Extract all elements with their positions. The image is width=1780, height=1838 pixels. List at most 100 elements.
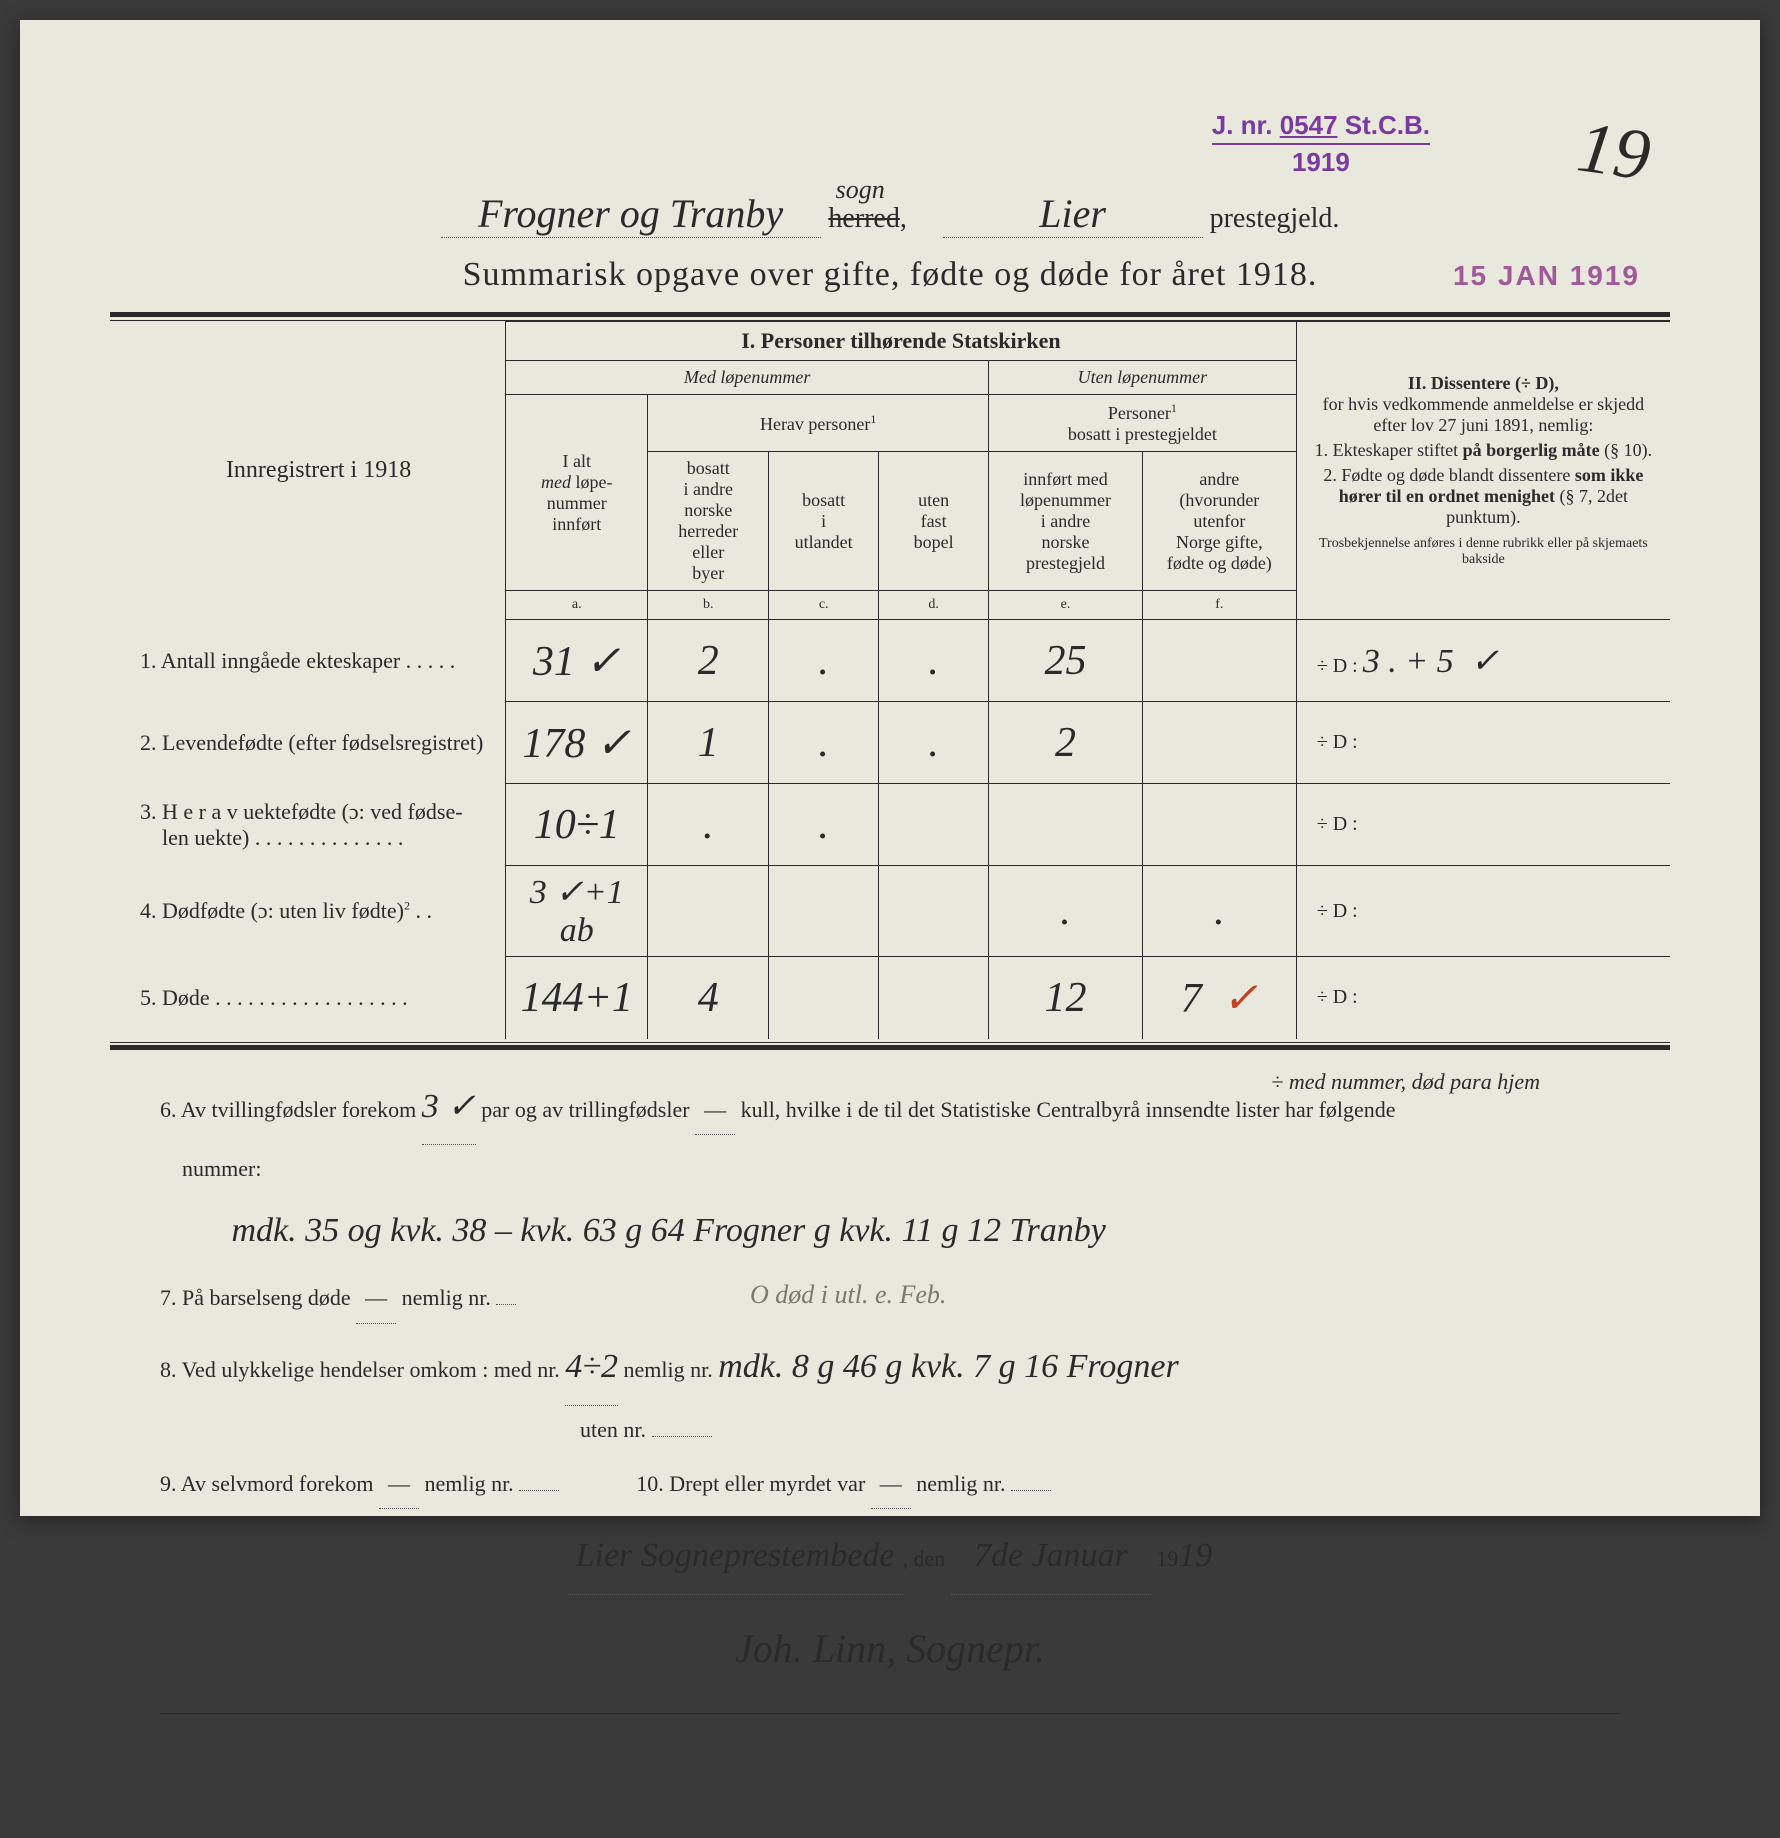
item-8-uten: uten nr. [580,1417,646,1442]
row-1-e: 25 [989,620,1143,702]
stamp-prefix: J. nr. [1212,110,1273,140]
stamp-year: 1919 [1212,143,1430,178]
row-5-g: ÷ D : [1296,957,1670,1039]
uten-lope-header: Uten løpenummer [989,361,1297,395]
col-a-header: I altmed løpe-nummerinnført [506,395,648,591]
item-6-num-label: nummer: [182,1156,261,1181]
header-line: Frogner og Tranby sogn herred, Lier pres… [110,190,1670,238]
item-8-val: 4÷2 [565,1330,618,1406]
row-3-e [989,784,1143,866]
row-4-d [879,866,989,957]
row-2-a: 178 ✓ [506,702,648,784]
sogn-label: sogn herred, [828,203,908,235]
row-4-e: . [989,866,1143,957]
item-6-annotation: ÷ med nummer, død para hjem [1271,1058,1540,1106]
row-5-label: 5. Døde . . . . . . . . . . . . . . . . … [110,957,506,1039]
signature-name-line: Joh. Linn, Sognepr. [160,1605,1620,1693]
table-row: 3. H e r a v uektefødte (ɔ: ved fødse- l… [110,784,1670,866]
table-row: 5. Døde . . . . . . . . . . . . . . . . … [110,957,1670,1039]
row-3-a: 10÷1 [506,784,648,866]
item-6-trip: — [695,1086,735,1135]
med-lope-header: Med løpenummer [506,361,989,395]
item-6-mid: par og av trillingfødsler [481,1097,689,1122]
row-5-a: 144+1 [506,957,648,1039]
row-5-d [879,957,989,1039]
item-8-annotation: O død i utl. e. Feb. [750,1266,946,1323]
row-4-b [648,866,769,957]
row-1-c: . [769,620,879,702]
row-5-b: 4 [648,957,769,1039]
item-9-val: — [379,1460,419,1509]
item-9-label: Av selvmord forekom [181,1471,374,1496]
col-d-header: utenfastbopel [879,452,989,591]
row-1-f [1142,620,1296,702]
item-10-post: nemlig nr. [916,1471,1005,1496]
row-4-g: ÷ D : [1296,866,1670,957]
parish-name-hw: Frogner og Tranby [441,190,821,238]
item-7: O død i utl. e. Feb. 7. På barselseng dø… [160,1274,1620,1323]
rule-thick [110,312,1670,317]
document-title: Summarisk opgave over gifte, fødte og dø… [110,256,1670,294]
rule-thick-2 [110,1045,1670,1050]
item-6-pre: Av tvillingfødsler forekom [181,1097,416,1122]
section-2-title: II. Dissentere (÷ D), [1408,373,1559,393]
row-3-f [1142,784,1296,866]
row-3-g: ÷ D : [1296,784,1670,866]
col-letter-a: a. [506,591,648,620]
row-1-label: 1. Antall inngåede ekteskaper . . . . . [110,620,506,702]
section-1-title: I. Personer tilhørende Statskirken [741,328,1060,353]
col-letter-f: f. [1142,591,1296,620]
rule-thin-2 [110,1042,1670,1043]
col-c-header: bosattiutlandet [769,452,879,591]
signature-date: 7de Januar [951,1519,1151,1595]
row-4-f: . [1142,866,1296,957]
col-letter-e: e. [989,591,1143,620]
col-e-header: innført medløpenummeri andrenorskepreste… [989,452,1143,591]
row-4-c [769,866,879,957]
item-7-post: nemlig nr. [402,1285,491,1310]
signature-den: den [914,1546,946,1571]
row-4-label: 4. Dødfødte (ɔ: uten liv fødte)2 . . [110,866,506,957]
signature-year-suffix: 19 [1178,1537,1212,1574]
signature-line: Lier Sogneprestembede, den 7de Januar 19… [160,1519,1620,1595]
stamp-line-1: J. nr. 0547 St.C.B. [1212,110,1430,141]
item-6: ÷ med nummer, død para hjem 6. Av tvilli… [160,1070,1620,1269]
row-4-a: 3 ✓+1 ab [506,866,648,957]
row-1-d: . [879,620,989,702]
stamp-number: 0547 [1280,110,1338,140]
signature-place: Lier Sogneprestembede [568,1519,903,1595]
signature-name: Joh. Linn, Sognepr. [735,1626,1045,1671]
document-page: J. nr. 0547 St.C.B. 1919 19 15 JAN 1919 … [20,20,1760,1516]
row-3-b: . [648,784,769,866]
dissenter-note: Trosbekjennelse anføres i denne rubrikk … [1305,536,1662,568]
col-letter-c: c. [769,591,879,620]
prestegjeld-label: prestegjeld. [1210,203,1340,234]
row-2-c: . [769,702,879,784]
dissenter-item-1: 1. Ekteskaper stiftet på borgerlig måte … [1305,440,1662,461]
footnote-2: 2Herunder medregnes i k k e de tilfelle … [160,1806,1670,1838]
dissenter-intro: for hvis vedkommende anmeldelse er skjed… [1305,394,1662,436]
table-row: 4. Dødfødte (ɔ: uten liv fødte)2 . . 3 ✓… [110,866,1670,957]
herav-header: Herav personer1 [648,395,989,452]
row-2-b: 1 [648,702,769,784]
item-6-hw: mdk. 35 og kvk. 38 – kvk. 63 g 64 Frogne… [232,1212,1106,1249]
row-2-g: ÷ D : [1296,702,1670,784]
journal-stamp: J. nr. 0547 St.C.B. 1919 [1212,110,1430,178]
page-number: 19 [1573,105,1656,197]
item-7-label: På barselseng døde [182,1285,351,1310]
footnote-rule [160,1713,1620,1714]
col-b-header: bosatti andrenorskeherrederellerbyer [648,452,769,591]
lower-section: ÷ med nummer, død para hjem 6. Av tvilli… [110,1070,1670,1694]
item-6-twins: 3 ✓ [422,1070,476,1146]
row-2-label: 2. Levendefødte (efter fødselsregistret) [110,702,506,784]
sogn-struck: herred [828,203,900,234]
row-2-e: 2 [989,702,1143,784]
dissenter-box: II. Dissentere (÷ D), for hvis vedkommen… [1296,322,1670,620]
row-3-label: 3. H e r a v uektefødte (ɔ: ved fødse- l… [110,784,506,866]
footnotes: 1Ved ekteskaper gjelder rubrikkene b—f k… [110,1774,1670,1838]
row-5-f: 7 ✓ [1142,957,1296,1039]
row-3-d [879,784,989,866]
item-8-hw: mdk. 8 g 46 g kvk. 7 g 16 Frogner [718,1348,1178,1385]
summary-table: Innregistrert i 1918 I. Personer tilhøre… [110,321,1670,1039]
col-letter-d: d. [879,591,989,620]
